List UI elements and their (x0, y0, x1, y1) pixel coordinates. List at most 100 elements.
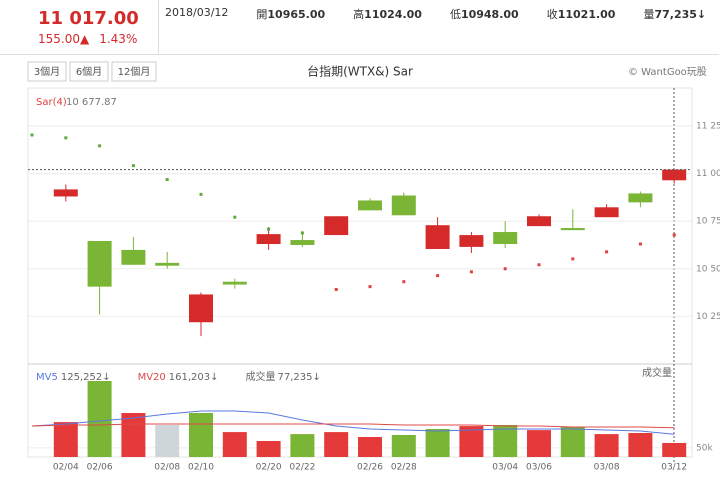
volume-bar (222, 432, 247, 457)
candle-body (155, 262, 180, 266)
volume-legend-value: 77,235↓ (278, 372, 321, 383)
volume-bar (628, 433, 653, 457)
x-tick-label: 02/10 (188, 463, 214, 473)
candle-body (628, 193, 653, 203)
quote-fields: 2018/03/12 開10965.00 高11024.00 低10948.00 收1… (165, 6, 706, 22)
sar-dot (537, 263, 541, 267)
change: 155.00▲ 1.43% (38, 32, 147, 46)
quote-field: 收11021.00 (547, 6, 616, 22)
candle-body (290, 240, 315, 245)
sar-dot (30, 133, 34, 137)
x-tick-label: 02/22 (289, 463, 315, 473)
x-tick-label: 03/12 (661, 463, 687, 473)
candle-body (662, 169, 687, 181)
volume-bar (256, 441, 281, 457)
sar-dot (98, 144, 102, 148)
quote-box: 11 017.00 155.00▲ 1.43% (0, 0, 159, 54)
range-button[interactable] (111, 61, 157, 82)
sar-dot (503, 267, 507, 271)
quote-field: 高11024.00 (353, 6, 422, 22)
field-value: 11021.00 (557, 8, 616, 21)
brand: © WantGoo玩股 (628, 66, 707, 78)
field-value: 77,235↓ (654, 8, 707, 21)
candle-body (594, 207, 619, 218)
volume-axis-title: 成交量 (642, 366, 672, 379)
candle-body (121, 249, 146, 265)
y-tick-label: 10 750 (696, 217, 720, 227)
field-label: 量 (643, 8, 655, 21)
indicator-label: Sar(4) (36, 97, 67, 108)
sar-dot (605, 250, 609, 254)
range-button[interactable] (27, 61, 67, 82)
candle-body (324, 216, 349, 236)
volume-bar (493, 425, 518, 457)
x-tick-label: 02/08 (154, 463, 180, 473)
candle-body (358, 200, 382, 211)
ma-line (31, 410, 675, 435)
change-pct: 1.43% (99, 32, 138, 46)
volume-bar (459, 426, 484, 457)
sar-dot (638, 242, 642, 246)
x-tick-label: 03/08 (594, 463, 620, 473)
candle-body (425, 225, 450, 249)
y-tick-label: 10 500 (696, 264, 720, 274)
price: 11 017.00 (38, 8, 139, 29)
candle-body (493, 232, 518, 245)
range-button-label[interactable]: 3個月 (34, 65, 60, 78)
sar-dot (368, 285, 372, 289)
x-tick-label: 02/04 (53, 463, 79, 473)
sar-dot (165, 178, 169, 182)
y-tick-label: 11 000 (696, 169, 720, 179)
field-label: 低 (449, 8, 461, 21)
x-tick-label: 03/04 (492, 463, 518, 473)
field-value: 11024.00 (364, 8, 422, 21)
ma-legend-value: 161,203↓ (169, 372, 219, 383)
quote-field: 低10948.00 (450, 6, 519, 22)
y-tick-label: 10 250 (696, 312, 720, 322)
quote-header: 11 017.00 155.00▲ 1.43% 2018/03/12 開10965… (0, 0, 719, 55)
x-tick-label: 02/28 (391, 463, 417, 473)
indicator-value: 10 677.87 (66, 97, 117, 108)
candle-body (459, 235, 484, 247)
candle-body (53, 189, 78, 197)
x-tick-label: 02/06 (87, 463, 113, 473)
ma-legend-name: MV20 (138, 372, 166, 383)
ma-line (31, 423, 675, 429)
candle-body (189, 294, 213, 323)
sar-dot (436, 274, 440, 278)
x-tick-label: 03/06 (526, 463, 552, 473)
volume-bar (594, 434, 619, 457)
sar-dot (300, 231, 304, 235)
ma-legend-value: 125,252↓ (61, 372, 111, 383)
range-button[interactable] (69, 61, 109, 82)
quote-field: 開10965.00 (256, 6, 325, 22)
range-button-label[interactable]: 6個月 (76, 65, 102, 78)
range-button-label[interactable]: 12個月 (118, 65, 151, 78)
field-value: 10965.00 (267, 8, 326, 21)
volume-legend-name: 成交量 (246, 370, 276, 383)
y-tick-label: 11 250 (696, 122, 720, 132)
volume-bar (391, 435, 416, 457)
volume-bar (53, 422, 78, 457)
volume-bar (662, 442, 687, 457)
field-label: 收 (546, 8, 558, 21)
candle-body (256, 234, 281, 245)
field-value: 10948.00 (460, 8, 519, 21)
volume-bar (121, 413, 146, 457)
sar-dot (64, 136, 68, 140)
volume-bar (324, 432, 349, 457)
sar-dot (131, 164, 135, 168)
quote-field: 量77,235↓ (643, 6, 706, 22)
sar-dot (199, 192, 203, 196)
field-label: 高 (353, 8, 365, 21)
candle-body (527, 216, 551, 227)
volume-bar (189, 413, 213, 457)
sar-dot (267, 227, 271, 231)
sar-dot (571, 257, 575, 261)
sar-dot (334, 288, 338, 292)
volume-bar (527, 430, 551, 457)
volume-bar (425, 429, 450, 457)
field-label: 開 (256, 8, 268, 21)
